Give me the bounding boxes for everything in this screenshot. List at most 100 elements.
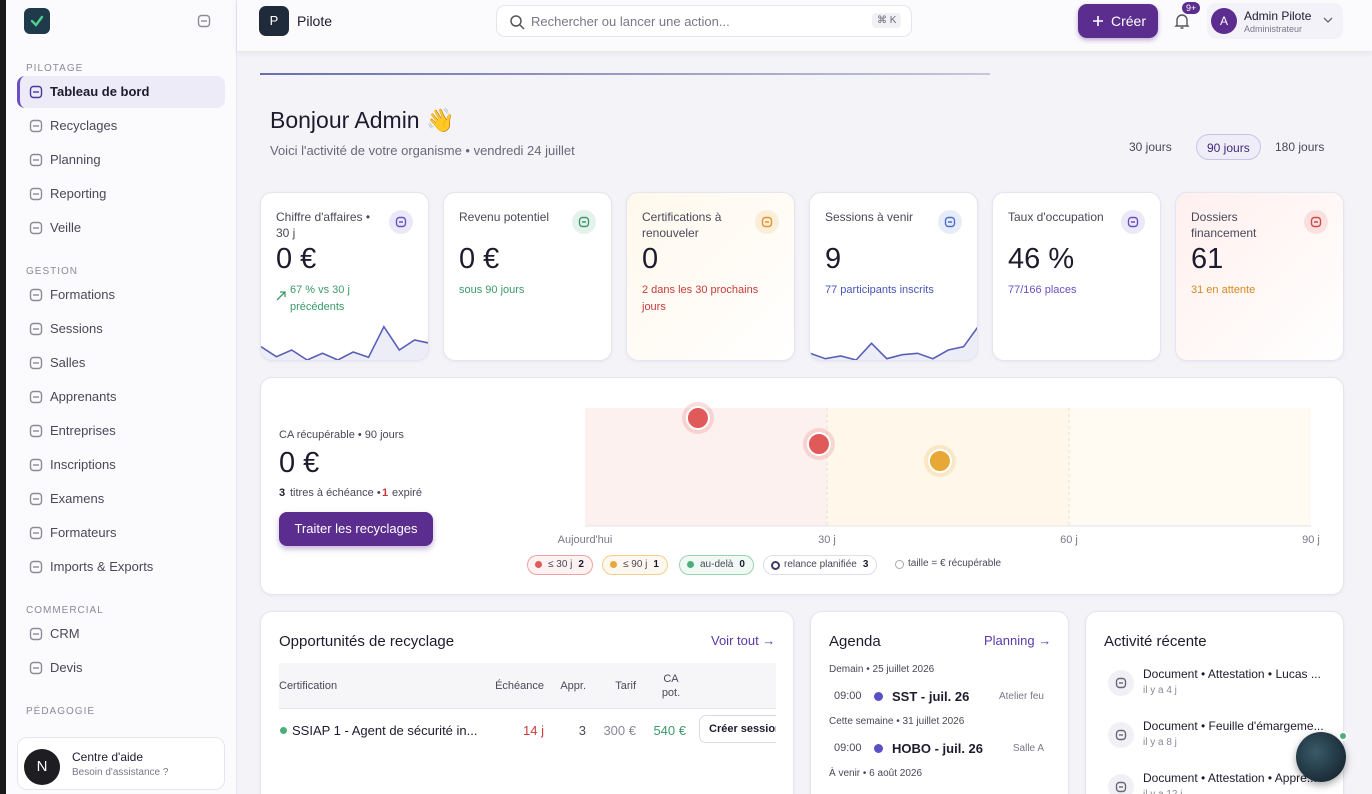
icon xyxy=(29,458,43,472)
icon-shape xyxy=(29,356,43,370)
icon xyxy=(578,216,590,228)
chart-zone xyxy=(1069,408,1311,526)
nav-item[interactable]: Tableau de bord xyxy=(17,76,225,108)
kpi-card: Dossiers financement 61 31 en attente xyxy=(1175,192,1344,361)
icon-shape xyxy=(29,560,43,574)
icon xyxy=(1115,729,1127,741)
column-header: Échéance xyxy=(495,680,544,692)
logo[interactable] xyxy=(24,8,50,34)
icon-shape xyxy=(29,153,43,167)
nav-item[interactable]: Examens xyxy=(17,483,225,515)
nav-label: Examens xyxy=(50,491,105,506)
icon-shape xyxy=(578,216,590,228)
kpi-label: Sessions à venir xyxy=(825,210,914,224)
nav-item[interactable]: Veille xyxy=(17,212,225,244)
user-menu[interactable]: A Admin Pilote Administrateur xyxy=(1207,3,1343,39)
icon xyxy=(29,560,43,574)
table-cell: 300 € xyxy=(603,723,636,738)
recycling-count-text: titres à échéance • xyxy=(290,487,381,499)
row-dot xyxy=(280,727,287,734)
table-cell: 14 j xyxy=(523,723,544,738)
activity-title[interactable]: Document • Feuille d'émargeme... xyxy=(1143,719,1324,733)
nav-item[interactable]: Formateurs xyxy=(17,517,225,549)
sparkline-line xyxy=(810,326,977,360)
activity-title[interactable]: Document • Attestation • Appre... xyxy=(1143,771,1317,785)
nav-item[interactable]: Formations xyxy=(17,279,225,311)
icon-shape xyxy=(395,216,407,228)
card-link[interactable]: Planning → xyxy=(984,633,1052,648)
icon-shape xyxy=(29,221,43,235)
column-header: Certification xyxy=(279,680,338,692)
check xyxy=(30,15,44,27)
sparkline-area xyxy=(261,326,428,360)
nav-item[interactable]: Imports & Exports xyxy=(17,551,225,583)
legend-swatch xyxy=(535,561,542,568)
icon xyxy=(29,526,43,540)
greeting-subtitle: Voici l'activité de votre organisme • ve… xyxy=(270,143,575,158)
icon[interactable] xyxy=(197,14,211,28)
nav-label: Devis xyxy=(50,660,83,675)
search-box[interactable]: Rechercher ou lancer une action... ⌘ K xyxy=(496,5,912,37)
recycling-card: CA récupérable • 90 jours 0 € 3 titres à éc… xyxy=(260,377,1344,595)
org-name[interactable]: Pilote xyxy=(297,13,333,29)
icon-shape xyxy=(29,661,43,675)
nav-item[interactable]: Entreprises xyxy=(17,415,225,447)
kpi-note: 77 participants inscrits xyxy=(825,284,934,296)
event-dot xyxy=(874,744,883,753)
period-option[interactable]: 180 jours xyxy=(1275,140,1325,154)
recycling-expired: 1 xyxy=(382,487,389,499)
nav-label: CRM xyxy=(50,626,80,641)
period-option[interactable]: 30 jours xyxy=(1129,140,1172,154)
chevron xyxy=(1323,17,1333,23)
icon-shape xyxy=(29,526,43,540)
nav-item[interactable]: Recyclages xyxy=(17,110,225,142)
recycling-count: 3 xyxy=(279,487,286,499)
online-dot xyxy=(1338,731,1348,741)
card-link[interactable]: Voir tout → xyxy=(711,633,776,648)
nav-item[interactable]: Devis xyxy=(17,652,225,684)
legend-item: au-delà 0 xyxy=(679,555,754,575)
table-header-bg xyxy=(279,663,776,709)
nav-label: Salles xyxy=(50,355,86,370)
nav-label: Recyclages xyxy=(50,118,118,133)
assistant-button[interactable] xyxy=(1296,731,1348,782)
search-placeholder: Rechercher ou lancer une action... xyxy=(531,14,730,29)
org-initial[interactable]: P xyxy=(259,6,289,36)
nav-label: Sessions xyxy=(50,321,103,336)
nav-item[interactable]: Inscriptions xyxy=(17,449,225,481)
opportunities-card: Opportunités de recyclage Voir tout → Cert… xyxy=(260,611,794,794)
nav-item[interactable]: Apprenants xyxy=(17,381,225,413)
nav-item[interactable]: Planning xyxy=(17,144,225,176)
event-title[interactable]: HOBO - juil. 26 xyxy=(892,741,984,756)
icon-shape xyxy=(29,85,43,99)
card-title: Opportunités de recyclage xyxy=(279,633,455,650)
nav-item[interactable]: Salles xyxy=(17,347,225,379)
nav-item[interactable]: Sessions xyxy=(17,313,225,345)
treat-button[interactable]: Traiter les recyclages xyxy=(279,512,433,546)
kpi-label: Chiffre d'affaires • 30 j xyxy=(276,210,371,240)
legend-swatch xyxy=(771,561,780,570)
icon xyxy=(29,119,43,133)
notification-badge[interactable]: 9+ xyxy=(1182,2,1201,14)
create-button[interactable]: Créer xyxy=(1078,4,1158,38)
event-title[interactable]: SST - juil. 26 xyxy=(892,689,970,704)
icon xyxy=(1127,216,1139,228)
period-option[interactable]: 90 jours xyxy=(1196,134,1261,160)
row-action[interactable]: Créer session xyxy=(699,715,776,743)
x-tick-label: 30 j xyxy=(818,534,836,546)
activity-title[interactable]: Document • Attestation • Lucas ... xyxy=(1143,667,1321,681)
nav-item[interactable]: CRM xyxy=(17,618,225,650)
help-box[interactable]: N Centre d'aide Besoin d'assistance ? xyxy=(17,737,225,790)
kpi-value: 0 € xyxy=(276,243,317,275)
nav-item[interactable]: Reporting xyxy=(17,178,225,210)
legend-count: 3 xyxy=(862,559,869,570)
kpi-icon xyxy=(389,210,413,234)
chart-zone xyxy=(585,408,827,526)
icon xyxy=(29,288,43,302)
icon-shape xyxy=(29,424,43,438)
plus xyxy=(1093,16,1103,26)
x-tick-label: Aujourd'hui xyxy=(558,534,613,546)
event-dot xyxy=(874,692,883,701)
